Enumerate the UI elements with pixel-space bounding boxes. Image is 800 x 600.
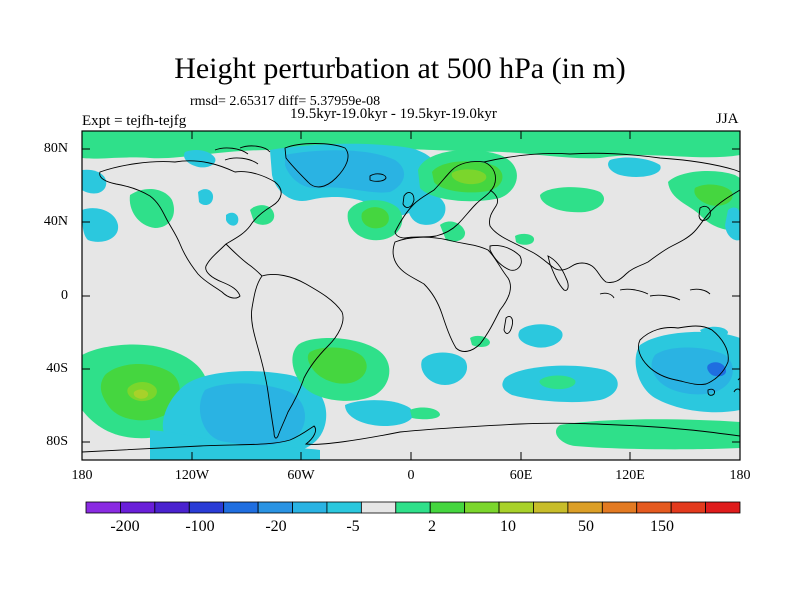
colorbar-swatch bbox=[188, 501, 225, 514]
coast-uk bbox=[402, 192, 415, 208]
lon-tick-60e: 60E bbox=[509, 468, 533, 483]
contour-madagascar-low bbox=[518, 324, 563, 348]
colorbar-label: 150 bbox=[650, 518, 674, 535]
coast-south-america bbox=[251, 273, 344, 439]
coast-asia bbox=[483, 152, 740, 283]
stats-line: rmsd= 2.65317 diff= 5.37959e-08 bbox=[190, 94, 381, 109]
lat-tick-80s: 80S bbox=[46, 434, 68, 449]
contour-central-asia-high bbox=[540, 187, 605, 213]
season-label: JJA bbox=[716, 111, 739, 127]
contour-east-us-low bbox=[226, 212, 239, 226]
contour-pacific-high bbox=[129, 188, 175, 228]
coast-tasmania bbox=[707, 388, 715, 396]
lon-tick-120w: 120W bbox=[174, 468, 210, 483]
contour-southern-ocean-core bbox=[199, 383, 306, 446]
contour-mozambique-high bbox=[470, 335, 490, 347]
coast-iceland bbox=[369, 173, 387, 182]
lat-tick-40n: 40N bbox=[43, 214, 68, 229]
contour-south-indian-core bbox=[539, 375, 576, 390]
coast-greenland bbox=[284, 143, 349, 188]
colorbar-swatch bbox=[360, 501, 397, 514]
colorbar-swatch bbox=[292, 501, 328, 514]
colorbar-swatch bbox=[567, 501, 603, 514]
lon-tick-0: 0 bbox=[407, 468, 415, 483]
colorbar-swatch bbox=[533, 501, 569, 514]
colorbar-swatch bbox=[257, 501, 293, 514]
contour-atlantic-high-core bbox=[361, 207, 389, 229]
contour-pacific-low bbox=[82, 208, 119, 242]
colorbar-swatch bbox=[498, 501, 534, 514]
colorbar-swatch bbox=[326, 501, 362, 514]
coastlines bbox=[82, 143, 740, 453]
contour-south-atlantic-core bbox=[307, 347, 367, 384]
lon-tick-180w: 180 bbox=[71, 468, 93, 483]
contour-siberia-low bbox=[608, 157, 661, 177]
colorbar-swatch bbox=[670, 501, 706, 514]
lon-tick-180e: 180 bbox=[729, 468, 751, 483]
colorbar-swatch bbox=[85, 501, 121, 514]
colorbar-label: -20 bbox=[265, 518, 287, 535]
colorbar-swatch bbox=[601, 501, 638, 514]
contour-australia-core bbox=[651, 347, 733, 395]
coast-madagascar bbox=[503, 315, 513, 334]
colorbar-swatch bbox=[636, 501, 672, 514]
contour-indian-ocean-high bbox=[410, 407, 440, 420]
lat-tick-40s: 40S bbox=[46, 361, 68, 376]
experiment-label: Expt = tejfh-tejfg bbox=[82, 113, 187, 129]
colorbar-label: -200 bbox=[110, 518, 140, 535]
coast-indonesia bbox=[599, 288, 711, 301]
colorbar-label: 2 bbox=[428, 518, 436, 535]
colorbar bbox=[85, 501, 741, 514]
contour-fills bbox=[82, 131, 740, 460]
coast-north-america bbox=[99, 160, 282, 299]
colorbar-swatch bbox=[154, 501, 190, 514]
lat-tick-0: 0 bbox=[61, 288, 68, 303]
contour-great-lakes-high bbox=[250, 205, 275, 225]
contour-scandinavia-core bbox=[451, 169, 487, 185]
lat-tick-marks bbox=[82, 148, 740, 443]
contour-south-atlantic-low bbox=[345, 400, 414, 426]
contour-mideast-high bbox=[515, 233, 535, 245]
colorbar-swatch bbox=[395, 501, 431, 514]
contour-arctic-band bbox=[82, 131, 740, 159]
colorbar-swatch bbox=[464, 501, 500, 514]
colorbar-label: -100 bbox=[185, 518, 215, 535]
colorbar-label: 10 bbox=[500, 518, 516, 535]
contour-south-pacific-center bbox=[133, 389, 149, 399]
colorbar-swatch bbox=[223, 501, 259, 514]
contour-tasman-low bbox=[700, 326, 728, 339]
coast-canadian-archipelago bbox=[214, 145, 271, 165]
plot-subtitle: 19.5kyr-19.0kyr - 19.5kyr-19.0kyr bbox=[290, 106, 497, 122]
coast-australia bbox=[637, 325, 729, 385]
lon-tick-60w: 60W bbox=[287, 468, 315, 483]
plot-title: Height perturbation at 500 hPa (in m) bbox=[174, 52, 626, 85]
lon-tick-120e: 120E bbox=[615, 468, 645, 483]
colorbar-swatch bbox=[705, 501, 741, 514]
coast-central-america bbox=[225, 243, 263, 277]
coast-arabia bbox=[489, 245, 522, 271]
contour-europe-low bbox=[407, 191, 446, 225]
contour-antarctic-band-east bbox=[555, 419, 740, 450]
coast-antarctica bbox=[82, 422, 740, 453]
contour-japan-low bbox=[725, 207, 740, 241]
lon-tick-marks bbox=[191, 131, 631, 460]
contour-canada-low bbox=[198, 189, 214, 206]
contour-greenland-core bbox=[285, 150, 405, 193]
contour-iberia-high bbox=[440, 221, 466, 242]
colorbar-label: -5 bbox=[346, 518, 360, 535]
coast-africa bbox=[392, 236, 511, 352]
lat-tick-80n: 80N bbox=[43, 141, 68, 156]
contour-south-africa-low bbox=[421, 352, 468, 385]
colorbar-swatch bbox=[120, 501, 156, 514]
colorbar-label: 50 bbox=[578, 518, 594, 535]
colorbar-swatch bbox=[429, 501, 466, 514]
coast-japan bbox=[698, 205, 711, 221]
coast-india bbox=[547, 255, 569, 291]
